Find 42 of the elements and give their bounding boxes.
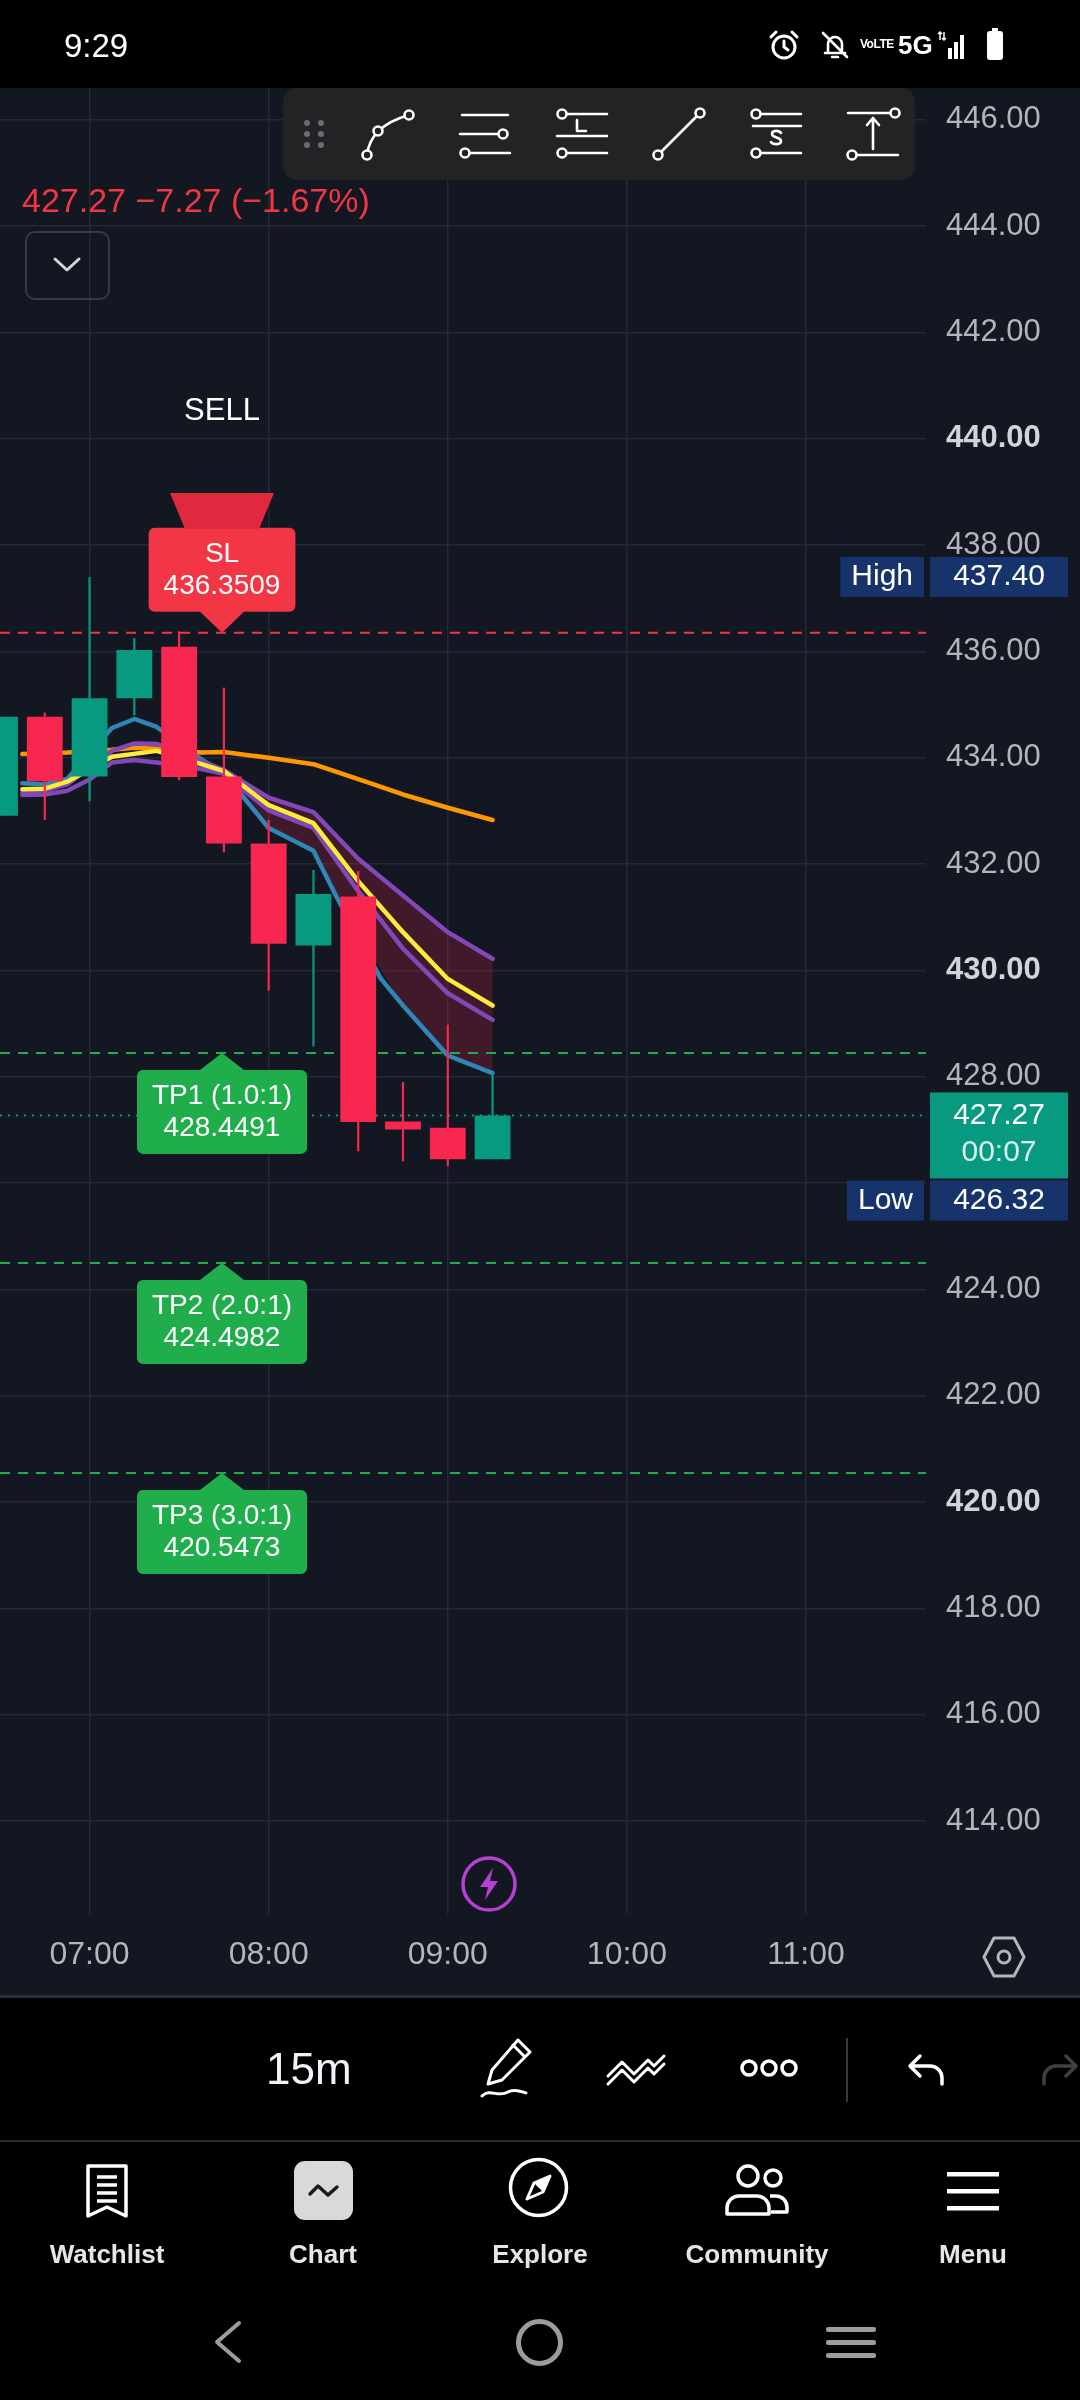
annotation: Low xyxy=(857,1181,914,1215)
y-tick-label: 442.00 xyxy=(946,313,1041,349)
text: Chart xyxy=(289,2239,357,2269)
text: 426.32 xyxy=(953,1181,1045,1215)
ref-line-label: TP3 (3.0:1) 420.5473 xyxy=(151,1498,293,1562)
y-tick-label: 432.00 xyxy=(946,844,1041,880)
ref-line-label: 427.27 00:07 xyxy=(953,1096,1045,1167)
y-tick-label: 440.00 xyxy=(946,419,1041,455)
annotation: High xyxy=(851,558,913,592)
ref-line-label: TP1 (1.0:1) 428.4491 xyxy=(151,1078,293,1142)
text: 5G xyxy=(898,30,933,60)
text: 9:29 xyxy=(64,27,129,64)
x-tick-label: 07:00 xyxy=(49,1935,130,1972)
ref-line-label: TP2 (2.0:1) 424.4982 xyxy=(151,1288,293,1352)
y-tick-label: 436.00 xyxy=(946,632,1041,668)
y-tick-label: 430.00 xyxy=(946,950,1041,986)
y-tick-label: 428.00 xyxy=(946,1057,1041,1093)
x-tick-label: 10:00 xyxy=(586,1935,667,1972)
text: Menu xyxy=(939,2239,1007,2269)
x-tick-label: 09:00 xyxy=(407,1935,488,1972)
y-tick-label: 422.00 xyxy=(946,1376,1041,1412)
ref-line-label: SL 436.3509 xyxy=(163,536,281,600)
text: Community xyxy=(685,2239,829,2269)
y-tick-label: 434.00 xyxy=(946,738,1041,774)
candlestick xyxy=(385,1080,421,1163)
text: 15m xyxy=(266,2044,352,2093)
annotation: SELL xyxy=(184,392,260,427)
y-tick-label: 416.00 xyxy=(946,1695,1041,1731)
y-tick-label: 446.00 xyxy=(946,100,1041,136)
y-tick-label: 424.00 xyxy=(946,1269,1041,1305)
y-tick-label: 438.00 xyxy=(946,525,1041,561)
y-tick-label: 420.00 xyxy=(946,1482,1041,1518)
x-tick-label: 08:00 xyxy=(228,1935,309,1972)
text: 437.40 xyxy=(953,558,1045,592)
y-tick-label: 444.00 xyxy=(946,206,1041,242)
x-tick-label: 11:00 xyxy=(767,1935,845,1972)
text: VoLTE xyxy=(860,37,894,51)
y-tick-label: 414.00 xyxy=(946,1801,1041,1837)
text: Watchlist xyxy=(49,2239,165,2269)
y-tick-label: 418.00 xyxy=(946,1588,1041,1624)
text: 427.27 −7.27 (−1.67%) xyxy=(22,181,370,219)
text: Explore xyxy=(492,2239,588,2269)
